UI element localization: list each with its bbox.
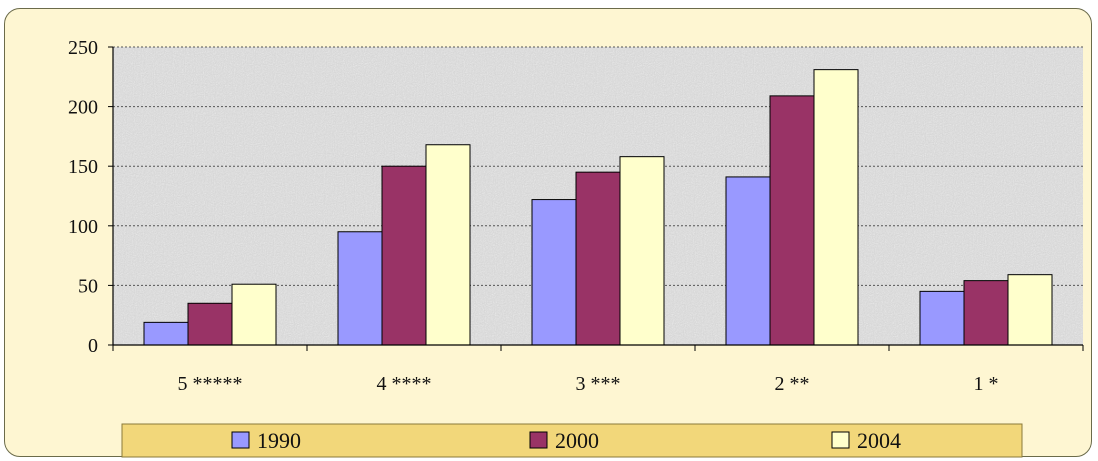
bar-2004-1 — [231, 283, 277, 346]
legend-label-1990: 1990 — [257, 428, 301, 453]
x-category-labels: 5 ***** 4 **** 3 *** 2 ** 1 * — [178, 373, 999, 395]
y-tick-label: 0 — [88, 335, 98, 357]
y-tick-label: 200 — [68, 97, 98, 119]
legend-swatch-1990 — [231, 431, 250, 449]
legend-swatch-2000 — [529, 431, 548, 449]
legend-label-2000: 2000 — [555, 428, 599, 453]
bar-1990-3 — [531, 199, 577, 346]
axes — [108, 46, 1084, 351]
legend-box — [121, 423, 1023, 458]
category-label: 2 ** — [775, 373, 810, 395]
bar-2000-4 — [769, 95, 815, 346]
y-tick-labels: 0 50 100 150 200 250 — [68, 37, 98, 357]
legend-label-2004: 2004 — [857, 428, 901, 453]
bar-1990-2 — [337, 231, 383, 346]
bar-2004-2 — [425, 144, 471, 346]
bar-2004-5 — [1007, 274, 1053, 346]
category-label: 3 *** — [576, 373, 621, 395]
y-tick-label: 50 — [78, 275, 98, 297]
y-tick-label: 100 — [68, 216, 98, 238]
bar-1990-1 — [143, 321, 189, 346]
bar-2000-1 — [187, 302, 233, 346]
category-label: 1 * — [974, 373, 999, 395]
bar-2000-3 — [575, 171, 621, 346]
legend-swatch-2004 — [831, 431, 850, 449]
bar-1990-5 — [919, 290, 965, 346]
y-tick-label: 250 — [68, 37, 98, 59]
bar-2000-2 — [381, 165, 427, 346]
y-tick-label: 150 — [68, 156, 98, 178]
bar-2004-3 — [619, 156, 665, 346]
category-label: 4 **** — [377, 373, 432, 395]
bars — [143, 69, 1053, 346]
category-label: 5 ***** — [178, 373, 243, 395]
bar-2004-4 — [813, 69, 859, 346]
bar-1990-4 — [725, 176, 771, 346]
bar-2000-5 — [963, 280, 1009, 346]
legend: 1990 2000 2004 — [121, 423, 1023, 458]
